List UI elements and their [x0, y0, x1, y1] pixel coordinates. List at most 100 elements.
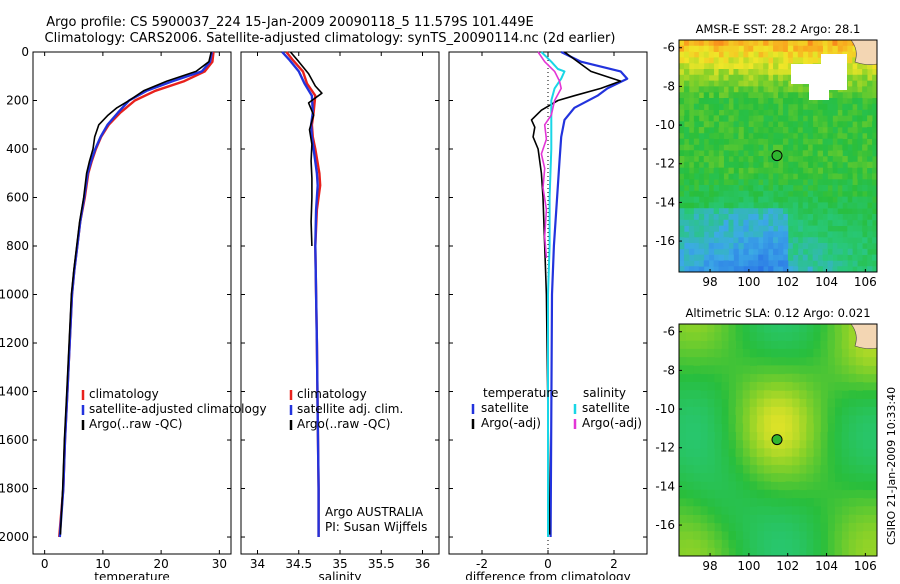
- sst_map-field: [738, 219, 744, 226]
- sst_map-field: [723, 260, 769, 273]
- sst_map-field: [718, 51, 873, 70]
- salinity-xlabel: salinity: [318, 570, 361, 580]
- sst_map-field: [738, 51, 789, 70]
- sst_map-field: [837, 80, 868, 93]
- sla_map-field: [707, 456, 751, 557]
- sst_map-field: [753, 266, 759, 273]
- salinity-xtick-label: 35: [332, 557, 347, 571]
- sst_map-xtick-label: 100: [737, 275, 760, 289]
- sst_map-field: [792, 237, 799, 244]
- sst_map-field: [698, 254, 705, 261]
- sst_map-field: [797, 219, 818, 267]
- sst_map-field: [683, 214, 729, 238]
- salinity-xtick-label: 34.5: [285, 557, 312, 571]
- sst_map-field: [807, 260, 814, 267]
- sla_map-ytick-label: -16: [655, 518, 675, 532]
- difference-series-salinity-argo-adj-: [537, 51, 562, 259]
- sst_map-field: [763, 254, 769, 261]
- sst_map-field: [748, 231, 774, 244]
- sla_map-float-marker: [771, 434, 783, 446]
- argo-annotation: Argo AUSTRALIA: [325, 505, 424, 519]
- sst_map-field: [802, 243, 809, 250]
- sst_map-field: [698, 243, 729, 255]
- legend-salinity-title: salinity: [583, 386, 626, 400]
- depth-tick-label: 1200: [0, 336, 29, 350]
- sla_map-field: [785, 431, 793, 441]
- sst_map-field: [698, 121, 873, 174]
- sst_map-field: [728, 231, 759, 250]
- sst_map-field: [703, 40, 710, 47]
- sla_map-field: [841, 357, 850, 366]
- sst_map-field: [782, 208, 789, 215]
- salinity-panel: 34 34.5 35 35.5 36 salinity climatologysatelli…: [240, 51, 440, 584]
- sla_map-field: [763, 390, 772, 399]
- sla_map-ytick-label: -10: [655, 402, 675, 416]
- sst_map-field: [713, 40, 719, 47]
- sla_map-field: [770, 522, 786, 532]
- sst_map-field: [698, 63, 705, 70]
- sst_map-field: [827, 40, 833, 47]
- sla_map-field: [749, 415, 758, 433]
- difference-series-temperature-argo-adj-: [530, 51, 622, 535]
- sst_map-field: [683, 69, 690, 76]
- sst_map-field: [782, 45, 799, 52]
- sla_map-field: [686, 398, 850, 557]
- sst_map-field: [688, 40, 695, 47]
- salinity-series-argo-raw-qc-: [289, 51, 323, 247]
- sst_map-field: [847, 92, 853, 99]
- salinity-legend-label: satellite adj. clim.: [297, 402, 403, 416]
- argo-annotation: PI: Susan Wijffels: [325, 520, 427, 534]
- sst_map-field: [802, 237, 818, 267]
- difference-xtick-label: -2: [476, 557, 488, 571]
- sla_map-field: [679, 406, 864, 524]
- sst_map-field: [817, 45, 823, 52]
- sla_map-field: [679, 506, 729, 557]
- sla_map-land: [850, 323, 878, 349]
- sst_map-field: [753, 80, 759, 87]
- sst_map-field: [748, 231, 754, 238]
- sst_map-field: [679, 266, 685, 273]
- sst_map-field: [679, 74, 685, 81]
- temperature-series-climatology: [58, 51, 215, 538]
- sst_map-field: [792, 57, 848, 64]
- sla_map-field: [763, 423, 807, 457]
- sla_map-xtick-label: 102: [776, 559, 799, 573]
- sst_map-field: [718, 219, 764, 255]
- sst_map-field: [862, 248, 868, 255]
- temperature-legend-label: satellite-adjusted climatology: [89, 402, 267, 416]
- sst_map-field: [847, 74, 853, 81]
- sst_map-field: [748, 45, 754, 52]
- sla_map-field: [770, 415, 786, 424]
- sst_map-field: [728, 266, 734, 273]
- depth-tick-label: 1400: [0, 385, 29, 399]
- sst_map-xtick-label: 98: [702, 275, 717, 289]
- temperature-legend-label: climatology: [89, 387, 159, 401]
- sst_map-field: [683, 254, 690, 261]
- sla_map-field: [686, 332, 694, 341]
- sst_map-field: [718, 248, 779, 267]
- temperature-series-satellite-adjusted-climatology: [58, 51, 213, 538]
- sst_map-field: [703, 225, 710, 232]
- sla_map-field: [756, 448, 765, 457]
- sla_map-field: [869, 547, 878, 557]
- sst_map-frame: [678, 39, 878, 273]
- sla_map-field: [792, 448, 814, 474]
- sst_map-field: [827, 196, 868, 226]
- sla_map-field: [763, 415, 772, 424]
- sla_map-field: [770, 406, 786, 416]
- sst_map-field: [718, 248, 774, 273]
- sst_map-field: [852, 80, 858, 87]
- sst_map-field: [787, 45, 833, 58]
- sla_map-ytick-label: -14: [655, 479, 675, 493]
- sst_map-field: [867, 86, 873, 93]
- sla_map-xtick-label: 104: [815, 559, 838, 573]
- sst_map-field: [738, 214, 774, 221]
- salinity-xtick-label: 35.5: [368, 557, 395, 571]
- sst_map-field: [763, 202, 858, 226]
- sst_map-xtick-label: 106: [854, 275, 877, 289]
- sst_map-field: [688, 248, 695, 255]
- legend-salinity-label: satellite: [582, 401, 630, 415]
- sst_map-field: [708, 243, 764, 267]
- sst_map-title: AMSR-E SST: 28.2 Argo: 28.1: [696, 22, 861, 36]
- temperature-xtick-label: 20: [153, 557, 168, 571]
